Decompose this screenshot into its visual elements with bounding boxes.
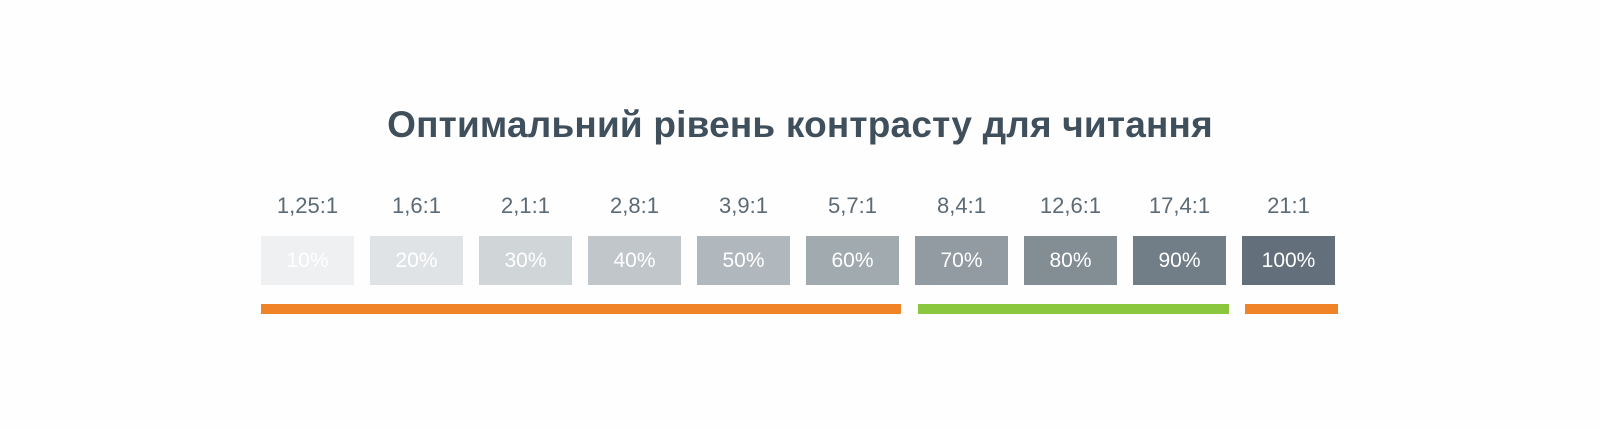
contrast-ratio-label: 21:1 [1267,193,1310,218]
max-contrast-range-bar [1245,304,1338,314]
page-title: Оптимальний рівень контрасту для читання [387,104,1213,145]
gray-swatch: 30% [479,236,572,285]
optimal-contrast-range-bar [918,304,1229,314]
gray-swatch: 100% [1242,236,1335,285]
low-contrast-range-bar [261,304,901,314]
gray-swatch: 70% [915,236,1008,285]
contrast-ratio-label: 1,25:1 [276,193,339,218]
gray-swatch: 50% [697,236,790,285]
contrast-ratio-label: 17,4:1 [1148,193,1211,218]
gray-swatch: 60% [806,236,899,285]
gray-swatch: 90% [1133,236,1226,285]
contrast-ratio-label: 2,8:1 [610,193,659,218]
contrast-ratio-row: 1,25:1 1,6:1 2,1:1 2,8:1 3,9:1 5,7:1 8,4… [261,193,1335,219]
contrast-ratio-label: 3,9:1 [719,193,768,218]
gray-swatch: 40% [588,236,681,285]
contrast-ratio-label: 1,6:1 [392,193,441,218]
contrast-ratio-label: 8,4:1 [937,193,986,218]
gray-swatch: 10% [261,236,354,285]
gray-swatch-row: 10% 20% 30% 40% 50% 60% 70% 80% 90% 100% [261,236,1335,285]
contrast-ratio-label: 2,1:1 [501,193,550,218]
contrast-ratio-label: 5,7:1 [828,193,877,218]
gray-swatch: 20% [370,236,463,285]
contrast-ratio-label: 12,6:1 [1039,193,1102,218]
gray-swatch: 80% [1024,236,1117,285]
